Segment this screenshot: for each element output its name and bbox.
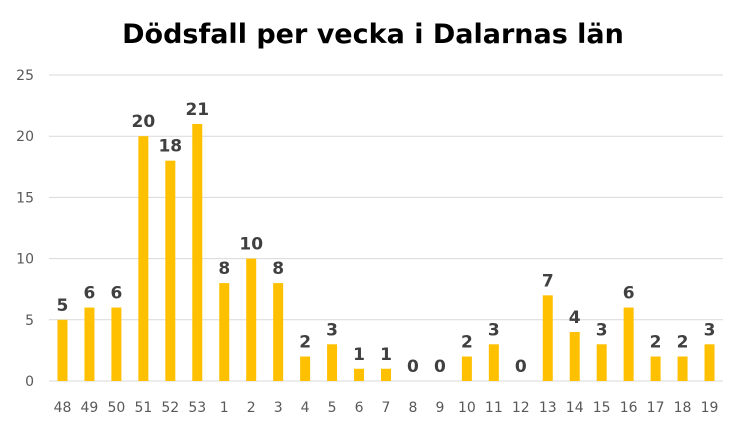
y-tick-label: 15	[16, 190, 34, 206]
data-label-week-15: 3	[596, 320, 608, 340]
bar-week-5	[327, 344, 338, 381]
bar-week-11	[488, 344, 499, 381]
data-label-week-9: 0	[434, 357, 446, 377]
bar-week-6	[354, 368, 365, 381]
data-label-week-1: 8	[218, 259, 230, 279]
data-label-week-12: 0	[515, 357, 527, 377]
data-label-week-3: 8	[272, 259, 284, 279]
bar-week-51	[138, 136, 149, 381]
data-label-week-52: 18	[158, 137, 182, 157]
data-label-week-18: 2	[677, 333, 689, 353]
data-label-week-19: 3	[704, 320, 716, 340]
x-tick-label: 14	[566, 400, 584, 416]
bar-week-52	[165, 160, 176, 381]
bar-week-48	[57, 319, 68, 381]
bar-week-19	[704, 344, 715, 381]
bar-week-49	[84, 307, 95, 381]
y-tick-label: 20	[16, 129, 34, 145]
x-tick-label: 4	[301, 400, 310, 416]
data-label-week-16: 6	[623, 284, 635, 304]
x-tick-label: 17	[647, 400, 665, 416]
data-label-week-13: 7	[542, 271, 554, 291]
x-tick-label: 53	[188, 400, 206, 416]
y-axis-ticks: 0 5 10 15 20 25	[16, 68, 34, 390]
bar-week-16	[623, 307, 634, 381]
y-tick-label: 10	[16, 252, 34, 268]
x-tick-label: 9	[435, 400, 444, 416]
chart-title: Dödsfall per vecka i Dalarnas län	[122, 19, 624, 50]
bar-week-7	[381, 368, 391, 381]
x-tick-label: 49	[81, 400, 99, 416]
bars	[57, 123, 715, 382]
x-tick-label: 19	[701, 400, 719, 416]
data-label-week-50: 6	[110, 284, 122, 304]
bar-week-4	[300, 356, 311, 381]
data-label-week-17: 2	[650, 333, 662, 353]
x-tick-label: 15	[593, 400, 611, 416]
data-label-week-11: 3	[488, 320, 500, 340]
x-tick-label: 52	[161, 400, 179, 416]
x-axis-ticks: 48 49 50 51 52 53 1 2 3 4 5 6 7 8 9 10 11 12 13 14 15 16 17 18 1…	[54, 400, 719, 416]
bar-week-15	[596, 344, 607, 381]
x-tick-label: 13	[539, 400, 557, 416]
x-tick-label: 2	[247, 400, 256, 416]
x-tick-label: 50	[107, 400, 125, 416]
grid-layer	[49, 74, 723, 382]
x-tick-label: 1	[220, 400, 229, 416]
y-tick-label: 5	[25, 313, 34, 329]
bar-week-13	[542, 295, 553, 381]
data-label-week-4: 2	[299, 333, 311, 353]
bar-week-2	[246, 258, 257, 381]
x-tick-label: 48	[54, 400, 72, 416]
x-tick-label: 11	[485, 400, 503, 416]
x-tick-label: 18	[674, 400, 692, 416]
data-label-week-8: 0	[407, 357, 419, 377]
y-tick-label: 0	[25, 374, 34, 390]
bar-week-50	[111, 307, 122, 381]
bar-week-14	[569, 332, 580, 381]
x-tick-label: 6	[355, 400, 364, 416]
data-label-week-49: 6	[84, 284, 96, 304]
bar-week-17	[650, 356, 661, 381]
x-tick-label: 3	[274, 400, 283, 416]
x-tick-label: 10	[458, 400, 476, 416]
data-label-week-51: 20	[132, 112, 156, 132]
y-tick-label: 25	[16, 68, 34, 84]
data-label-week-10: 2	[461, 333, 473, 353]
x-tick-label: 12	[512, 400, 530, 416]
data-label-week-6: 1	[353, 345, 365, 365]
bar-week-18	[677, 356, 688, 381]
data-label-week-5: 3	[326, 320, 338, 340]
x-tick-label: 8	[408, 400, 417, 416]
bar-week-1	[219, 283, 230, 381]
x-tick-label: 5	[328, 400, 337, 416]
data-label-week-2: 10	[239, 235, 263, 255]
data-label-week-7: 1	[380, 345, 392, 365]
data-label-week-53: 21	[185, 100, 209, 120]
x-tick-label: 51	[134, 400, 152, 416]
bar-week-3	[273, 283, 284, 381]
x-tick-label: 16	[620, 400, 638, 416]
x-tick-label: 7	[382, 400, 391, 416]
bar-week-53	[192, 123, 203, 382]
data-label-week-48: 5	[57, 296, 69, 316]
data-label-week-14: 4	[569, 308, 581, 328]
bar-week-10	[461, 356, 472, 381]
